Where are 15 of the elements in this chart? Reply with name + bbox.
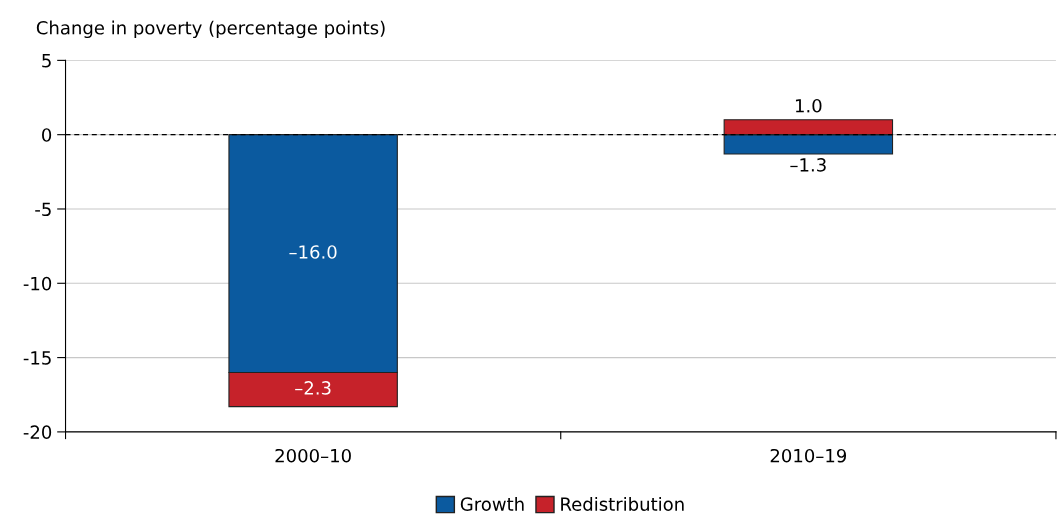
y-axis-title: Change in poverty (percentage points) <box>36 20 385 39</box>
data-label: 1.0 <box>795 98 822 113</box>
y-tick-label: 0 <box>42 128 52 142</box>
y-tick-label: -15 <box>23 351 51 365</box>
y-tick-label: -10 <box>23 276 52 291</box>
y-tick-label: -20 <box>23 425 52 440</box>
data-label: –16.0 <box>289 245 337 259</box>
legend-label: Growth <box>460 496 524 511</box>
data-label: –1.3 <box>790 158 826 172</box>
x-tick-label: 2010–19 <box>770 448 847 463</box>
y-tick-label: -5 <box>35 202 51 217</box>
legend-label: Redistribution <box>561 496 684 511</box>
data-label: –2.3 <box>295 381 331 395</box>
y-tick-label: 5 <box>42 54 51 68</box>
x-tick-label: 2000–10 <box>275 448 351 463</box>
